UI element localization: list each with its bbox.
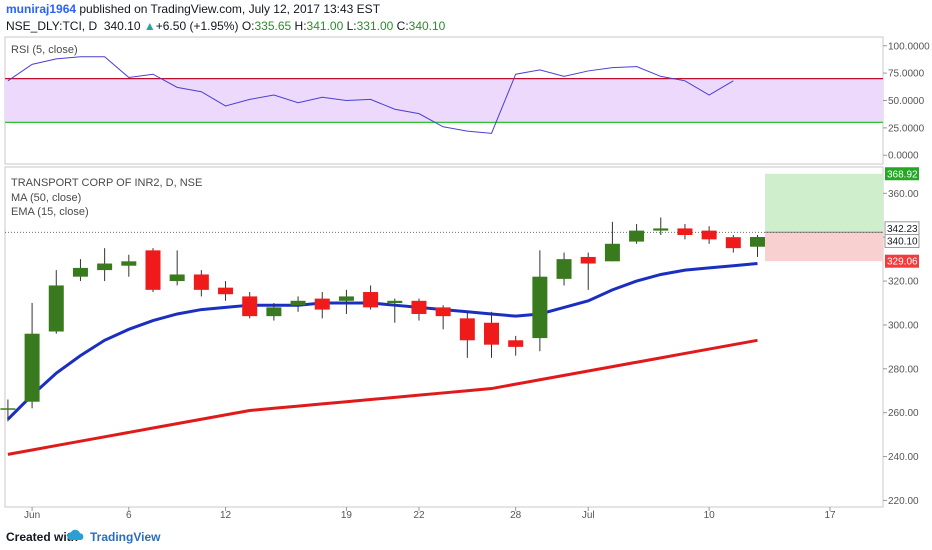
candle-body bbox=[193, 274, 209, 290]
rsi-panel[interactable]: RSI (5, close) 100.0000 75.0000 50.0000 25.… bbox=[4, 36, 930, 165]
candle-body bbox=[701, 230, 717, 240]
open-label: O: bbox=[241, 19, 255, 33]
symbol-label: NSE_DLY:TCI, D bbox=[6, 19, 98, 33]
low-value: 331.00 bbox=[356, 19, 394, 33]
rsi-line bbox=[7, 56, 734, 134]
price-tick-label: 300.00 bbox=[888, 320, 919, 331]
low-label: L: bbox=[346, 19, 357, 33]
candle-body bbox=[24, 333, 40, 402]
candle-body bbox=[532, 276, 548, 339]
created-with-text: Created with bbox=[6, 530, 79, 544]
price-panel[interactable]: TRANSPORT CORP OF INR2, D, NSE MA (50, c… bbox=[0, 166, 920, 508]
change-value: +6.50 (+1.95%) bbox=[155, 19, 239, 33]
rsi-tick-label: 25.0000 bbox=[888, 123, 925, 134]
stop-zone bbox=[765, 232, 883, 262]
candle-body bbox=[363, 292, 379, 308]
candle-body bbox=[387, 300, 403, 303]
price-frame bbox=[4, 166, 884, 508]
price-title: TRANSPORT CORP OF INR2, D, NSE bbox=[11, 177, 202, 189]
candle-body bbox=[290, 300, 306, 306]
candle-body bbox=[314, 298, 330, 310]
publish-line: muniraj1964 published on TradingView.com… bbox=[6, 2, 380, 16]
stop-tag bbox=[885, 254, 919, 268]
candle-body bbox=[484, 322, 500, 345]
candle-body bbox=[169, 274, 185, 282]
rsi-band bbox=[5, 78, 883, 123]
price-tick-label: 320.00 bbox=[888, 277, 919, 288]
open-value: 335.65 bbox=[254, 19, 292, 33]
rsi-axis: 100.0000 75.0000 50.0000 25.0000 0.0000 bbox=[883, 41, 930, 162]
time-tick-label: 19 bbox=[341, 510, 353, 521]
candle-body bbox=[338, 296, 354, 301]
candle-body bbox=[145, 250, 161, 290]
close-value: 340.10 bbox=[408, 19, 446, 33]
candles bbox=[0, 217, 765, 422]
time-tick-label: 17 bbox=[824, 510, 836, 521]
price-tick-label: 260.00 bbox=[888, 408, 919, 419]
target-tag-text: 368.92 bbox=[887, 169, 918, 180]
candle-body bbox=[242, 296, 258, 317]
time-tick-label: Jun bbox=[24, 510, 40, 521]
time-tick-label: 6 bbox=[126, 510, 132, 521]
rsi-label: RSI (5, close) bbox=[11, 44, 78, 56]
candle-body bbox=[749, 236, 765, 247]
time-axis: Jun612192228Jul101724 bbox=[24, 507, 836, 521]
ema-15-line bbox=[6, 262, 758, 421]
publish-text: published on TradingView.com, July 12, 2… bbox=[76, 2, 381, 16]
change-arrow-icon: ▲ bbox=[143, 19, 156, 33]
position-zones bbox=[765, 173, 883, 262]
target-zone bbox=[765, 173, 883, 233]
time-tick-label: 22 bbox=[413, 510, 425, 521]
candle-body bbox=[459, 318, 475, 341]
last-price: 340.10 bbox=[103, 19, 141, 33]
stop-tag-text: 329.06 bbox=[887, 257, 918, 268]
candle-body bbox=[411, 300, 427, 314]
candle-body bbox=[677, 228, 693, 235]
candle-body bbox=[629, 230, 645, 242]
candle-body bbox=[0, 408, 16, 410]
price-tags: 368.92 342.23 340.10 329.06 bbox=[884, 167, 920, 268]
footer: Created with TradingView bbox=[0, 522, 932, 550]
rsi-tick-label: 75.0000 bbox=[888, 69, 925, 80]
price-tick-label: 220.00 bbox=[888, 496, 919, 507]
candle-body bbox=[604, 243, 620, 262]
close-label: C: bbox=[396, 19, 409, 33]
price-tick-label: 280.00 bbox=[888, 364, 919, 375]
last-tag bbox=[884, 233, 920, 248]
author-link[interactable]: muniraj1964 bbox=[6, 2, 77, 16]
candle-body bbox=[653, 228, 669, 231]
time-tick-label: 10 bbox=[704, 510, 716, 521]
rsi-tick-label: 50.0000 bbox=[888, 96, 925, 107]
candle-body bbox=[580, 256, 596, 264]
ma-50-line bbox=[7, 338, 758, 456]
entry-tag-text: 342.23 bbox=[887, 224, 918, 235]
target-tag bbox=[885, 167, 919, 181]
candle-body bbox=[508, 340, 524, 347]
ma-label: MA (50, close) bbox=[11, 192, 81, 204]
candle-body bbox=[725, 237, 741, 249]
chart-area[interactable]: RSI (5, close) 100.000075.000050.000025.… bbox=[0, 0, 932, 522]
candle-body bbox=[97, 263, 113, 271]
price-tick-label: 240.00 bbox=[888, 452, 919, 463]
candle-body bbox=[266, 307, 282, 317]
candle-body bbox=[48, 285, 64, 332]
rsi-tick-label: 100.0000 bbox=[888, 41, 930, 52]
candle-body bbox=[121, 261, 137, 266]
last-tag-text: 340.10 bbox=[887, 236, 918, 247]
ema-label: EMA (15, close) bbox=[11, 206, 89, 218]
candle-body bbox=[218, 287, 234, 295]
candle-body bbox=[435, 307, 451, 317]
tradingview-cloud-icon bbox=[67, 529, 84, 540]
rsi-tick-label: 0.0000 bbox=[888, 151, 919, 162]
candle-body bbox=[556, 259, 572, 279]
high-value: 341.00 bbox=[306, 19, 344, 33]
price-tick-label: 360.00 bbox=[888, 189, 919, 200]
high-label: H: bbox=[294, 19, 307, 33]
ohlc-line: NSE_DLY:TCI, D 340.10 ▲+6.50 (+1.95%) O:… bbox=[6, 19, 445, 33]
tradingview-brand[interactable]: TradingView bbox=[90, 530, 161, 544]
time-tick-label: Jul bbox=[582, 510, 595, 521]
time-tick-label: 28 bbox=[510, 510, 522, 521]
time-tick-label: 12 bbox=[220, 510, 232, 521]
candle-body bbox=[72, 267, 88, 277]
